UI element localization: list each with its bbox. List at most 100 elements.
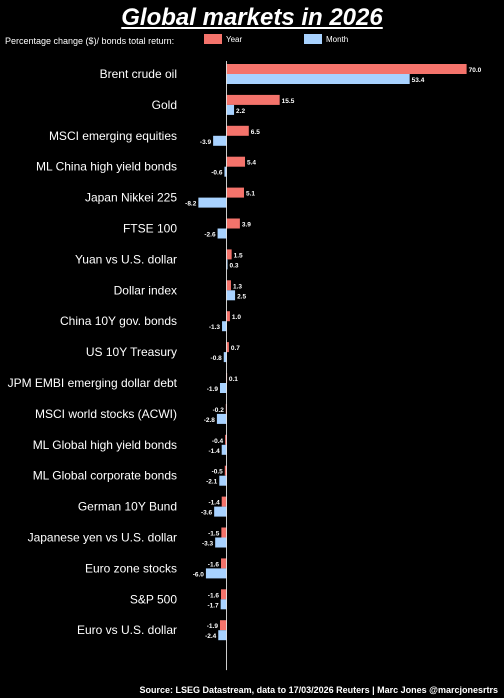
bar-month	[226, 74, 410, 84]
category-label: MSCI emerging equities	[49, 129, 177, 143]
data-label-month: 2.5	[237, 293, 246, 300]
data-label-month: 53.4	[412, 77, 425, 84]
bar-month	[218, 630, 227, 641]
bar-month	[222, 321, 227, 332]
bar-month	[219, 383, 227, 393]
bar-month	[226, 290, 236, 301]
bar-year	[226, 218, 240, 229]
data-label-year: -1.5	[208, 531, 220, 538]
data-label-month: -2.4	[205, 633, 217, 640]
bar-month	[221, 444, 227, 455]
data-label-month: 2.2	[236, 108, 245, 115]
category-label: JPM EMBI emerging dollar debt	[8, 376, 178, 390]
bar-month	[217, 228, 227, 239]
bar-year	[226, 342, 229, 353]
data-label-year: -1.9	[207, 623, 219, 630]
bar-year	[221, 558, 227, 569]
bar-month	[219, 475, 227, 486]
data-label-year: 15.5	[282, 98, 295, 105]
category-label: Dollar index	[114, 283, 177, 297]
data-label-year: 3.9	[242, 222, 251, 229]
bar-year	[226, 187, 244, 198]
data-label-year: -0.5	[212, 469, 224, 476]
data-label-year: -1.4	[208, 500, 220, 507]
bar-month	[213, 135, 227, 146]
legend-year: Year	[204, 33, 242, 45]
data-label-month: -3.3	[202, 541, 214, 548]
data-label-month: -2.1	[206, 479, 218, 486]
data-label-month: -3.9	[200, 139, 212, 146]
legend-year-label: Year	[226, 34, 243, 44]
category-label: ML Global corporate bonds	[33, 469, 177, 483]
data-label-year: 1.5	[234, 252, 243, 259]
category-label: ML China high yield bonds	[36, 160, 177, 174]
bar-year	[221, 527, 227, 538]
bar-year	[226, 280, 231, 291]
data-label-month: -1.7	[207, 602, 219, 609]
category-label: ML Global high yield bonds	[33, 438, 177, 452]
category-label: China 10Y gov. bonds	[60, 314, 177, 328]
category-label: Japan Nikkei 225	[85, 191, 177, 205]
bar-month	[223, 352, 227, 363]
data-label-year: 6.5	[251, 129, 260, 136]
data-label-year: 1.3	[233, 283, 242, 290]
data-label-month: -0.8	[211, 355, 223, 362]
data-label-month: -2.6	[204, 232, 216, 239]
data-label-month: -3.6	[201, 510, 213, 517]
data-label-year: 5.4	[247, 160, 256, 167]
source-note: Source: LSEG Datastream, data to 17/03/2…	[139, 685, 498, 695]
data-label-month: -2.8	[204, 417, 216, 424]
category-label: FTSE 100	[123, 222, 177, 236]
bar-year	[221, 589, 227, 600]
data-label-month: -0.6	[211, 170, 223, 177]
category-label: Gold	[152, 98, 177, 112]
bar-year	[226, 156, 246, 167]
legend-month: Month	[304, 33, 348, 45]
data-label-year: 0.1	[229, 376, 238, 383]
data-label-year: -0.2	[213, 407, 225, 414]
data-label-year: 5.1	[246, 191, 255, 198]
bar-year	[225, 434, 227, 445]
category-label: German 10Y Bund	[78, 500, 177, 514]
data-label-year: 0.7	[231, 345, 240, 352]
bar-year	[226, 249, 232, 260]
legend-year-swatch	[204, 34, 222, 44]
bar-year	[221, 496, 227, 507]
data-label-month: -1.4	[208, 448, 220, 455]
category-label: US 10Y Treasury	[86, 345, 177, 359]
data-label-month: -8.2	[185, 201, 197, 208]
data-label-year: -0.4	[212, 438, 224, 445]
data-label-month: -6.0	[193, 571, 205, 578]
data-label-year: 1.0	[232, 314, 241, 321]
data-label-month: -1.9	[207, 386, 219, 393]
bar-month	[215, 537, 227, 548]
bar-year	[226, 64, 467, 74]
chart-subtitle: Percentage change ($)/ bonds total retur…	[5, 36, 175, 46]
data-label-year: -1.6	[208, 592, 220, 599]
bar-month	[216, 413, 227, 424]
category-label: S&P 500	[130, 592, 177, 606]
category-label: Euro vs U.S. dollar	[77, 623, 177, 637]
bar-year	[219, 620, 227, 631]
category-label: MSCI world stocks (ACWI)	[35, 407, 177, 421]
category-label: Japanese yen vs U.S. dollar	[28, 531, 177, 545]
category-label: Euro zone stocks	[85, 561, 177, 575]
bar-month	[205, 568, 227, 579]
bar-month	[198, 197, 227, 208]
legend-month-label: Month	[326, 34, 349, 44]
legend-month-swatch	[304, 34, 322, 44]
bar-month	[220, 599, 227, 610]
bar-year	[226, 311, 230, 322]
data-label-year: -1.6	[208, 561, 220, 568]
bar-year	[226, 94, 280, 105]
data-label-month: -1.3	[209, 324, 221, 331]
category-label: Yuan vs U.S. dollar	[75, 252, 177, 266]
data-label-year: 70.0	[469, 67, 482, 74]
chart-title: Global markets in 2026	[121, 4, 383, 31]
category-label: Brent crude oil	[100, 67, 177, 81]
bar-month	[224, 166, 227, 177]
bar-year	[226, 125, 249, 136]
bar-month	[226, 104, 235, 115]
bar-month	[226, 259, 228, 270]
